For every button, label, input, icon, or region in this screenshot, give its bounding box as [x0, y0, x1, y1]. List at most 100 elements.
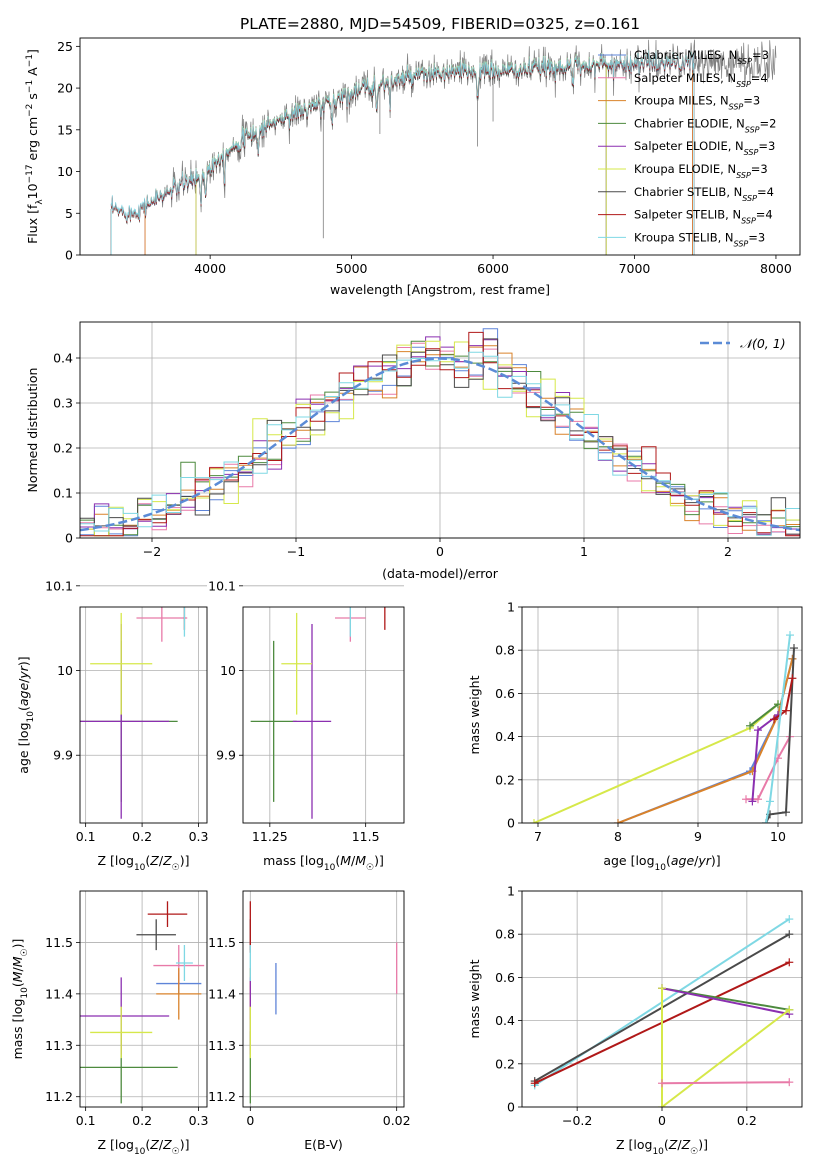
mass-weight-vs-z-panel-frame	[521, 890, 803, 1108]
tick-label-y: 0.4	[495, 729, 515, 744]
model-spectrum	[144, 50, 693, 216]
tick-label-y: 10	[57, 164, 73, 179]
tick-label-y: 9.9	[53, 748, 73, 763]
mass-weight-line	[533, 703, 779, 823]
errorbar-point	[183, 607, 186, 637]
errorbar-point	[136, 919, 176, 951]
mass-vs-z-panel-frame	[79, 890, 208, 1108]
mass-weight-marker	[782, 808, 790, 817]
mass-weight-line	[661, 987, 790, 1016]
x-axis-label: mass [log10(M/M☉)]	[263, 853, 384, 873]
tick-label-y: 11.5	[45, 935, 73, 950]
errorbar-point	[250, 640, 297, 802]
mass-weight-line	[661, 988, 790, 1107]
mass-weight-marker	[786, 631, 794, 640]
mass-weight-marker	[774, 700, 782, 709]
tick-label-y: 15	[57, 122, 73, 137]
errorbar-point	[292, 623, 332, 819]
tick-label-x: 0.1	[76, 829, 96, 844]
errorbar-point	[175, 945, 193, 981]
mass-weight-vs-age-panel: 7 8 9 10 0 0.2 0.4 0.6 0.8 1 age [log10(age/yr)] ma…	[467, 600, 803, 873]
tick-label-x: 0.1	[76, 1113, 96, 1128]
tick-label-x: 1	[580, 544, 588, 559]
mass-vs-z-panel: 0.1 0.2 0.3 11.2 11.3 11.4 11.5 Z [log10(Z/Z☉)]…	[10, 890, 209, 1157]
legend-label: Kroupa ELODIE, NSSP=3	[634, 162, 768, 180]
tick-label-y: 25	[57, 39, 73, 54]
errorbar-point	[358, 539, 381, 564]
tick-label-x: 0.02	[383, 1113, 411, 1128]
mass-weight-vs-z-panel: −0.2 0 0.2 0 0.2 0.4 0.6 0.8 1 Z [log10(Z/Z☉)] mas…	[467, 884, 803, 1157]
x-axis-label: E(B-V)	[304, 1137, 343, 1152]
y-axis-label: mass weight	[467, 959, 482, 1038]
tick-label-y: 11.3	[208, 1038, 236, 1053]
y-axis-label: age [log10(age/yr)]	[16, 656, 36, 773]
legend-label: Kroupa STELIB, NSSP=3	[634, 230, 765, 248]
errorbar-point	[384, 607, 386, 630]
tick-label-y: 11.4	[208, 986, 236, 1001]
legend-label: Salpeter STELIB, NSSP=4	[634, 208, 773, 226]
errorbar-point	[90, 612, 153, 715]
mass-weight-vs-age-panel-frame	[521, 606, 803, 824]
mass-weight-marker	[658, 1103, 666, 1107]
mass-weight-line	[765, 647, 795, 823]
tick-label-y: 0.6	[495, 970, 515, 985]
legend-label: 𝒩(0, 1)	[740, 336, 786, 351]
tick-label-y: 0.2	[495, 1056, 515, 1071]
tick-label-y: 11.2	[45, 1089, 73, 1104]
tick-label-x: 6000	[477, 261, 509, 276]
errorbar-point	[136, 607, 188, 642]
mass-weight-marker	[748, 797, 757, 806]
legend-label: Chabrier ELODIE, NSSP=2	[634, 116, 776, 133]
mass-weight-marker	[785, 915, 794, 924]
tick-label-x: −2	[143, 544, 161, 559]
tick-label-x: 7	[534, 829, 542, 844]
age-vs-mass-panel-frame	[242, 606, 405, 824]
tick-label-y: 10	[220, 663, 236, 678]
errorbar-point	[329, 568, 341, 598]
mass-weight-marker	[530, 1079, 539, 1088]
x-axis-label: (data-model)/error	[382, 566, 499, 581]
errorbar-point	[349, 607, 351, 637]
tick-label-x: 5000	[336, 261, 368, 276]
normal-curve	[80, 357, 800, 532]
mass-vs-ebv-panel-plot-area	[249, 901, 398, 1104]
x-axis-label: Z [log10(Z/Z☉)]	[97, 853, 189, 873]
mass-weight-marker	[742, 795, 750, 804]
errorbar-point	[281, 612, 312, 715]
x-axis-label: Z [log10(Z/Z☉)]	[616, 1137, 708, 1157]
errorbar-point	[312, 560, 343, 607]
legend-label: Salpeter MILES, NSSP=4	[634, 71, 768, 89]
spectrum-panel-frame	[79, 37, 801, 256]
age-vs-mass-panel: 11.25 11.5 9.9 10 10.1 mass [log10(M/M☉)]	[208, 539, 405, 873]
tick-label-y: 11.3	[45, 1038, 73, 1053]
legend-label: Salpeter ELODIE, NSSP=3	[634, 139, 775, 157]
tick-label-x: 0.3	[189, 1113, 209, 1128]
spectrum-legend: Chabrier MILES, NSSP=3 Salpeter MILES, NS…	[598, 48, 776, 248]
tick-label-x: 10	[770, 829, 786, 844]
mass-vs-ebv-panel-frame	[242, 890, 405, 1108]
tick-label-x: 8	[614, 829, 622, 844]
tick-label-x: −1	[287, 544, 305, 559]
y-axis-label: Flux [fλ10−17 erg cm−2 s−1 A−1]	[25, 49, 45, 244]
mass-weight-marker	[658, 1079, 666, 1088]
tick-label-x: 11.5	[352, 829, 380, 844]
tick-label-x: 0.2	[132, 829, 152, 844]
figure-title: PLATE=2880, MJD=54509, FIBERID=0325, z=0…	[240, 15, 640, 33]
mass-weight-marker	[614, 819, 622, 823]
tick-label-y: 11.4	[45, 986, 73, 1001]
y-axis-label: Normed distribution	[25, 368, 40, 493]
mass-weight-marker	[746, 721, 754, 730]
tick-label-x: 11.25	[252, 829, 288, 844]
age-vs-z-panel-frame	[79, 606, 208, 824]
tick-label-x: 8000	[760, 261, 792, 276]
tick-label-y: 0.8	[495, 927, 515, 942]
tick-label-y: 11.2	[208, 1089, 236, 1104]
tick-label-y: 1	[507, 600, 515, 615]
tick-label-y: 0.3	[53, 396, 73, 411]
tick-label-x: 9	[694, 829, 702, 844]
age-vs-mass-panel-plot-area	[250, 539, 386, 819]
y-axis-label: mass [log10(M/M☉)]	[10, 939, 30, 1060]
x-axis-label: Z [log10(Z/Z☉)]	[97, 1137, 189, 1157]
tick-label-x: 0.2	[132, 1113, 152, 1128]
errorbar-point	[147, 901, 188, 927]
